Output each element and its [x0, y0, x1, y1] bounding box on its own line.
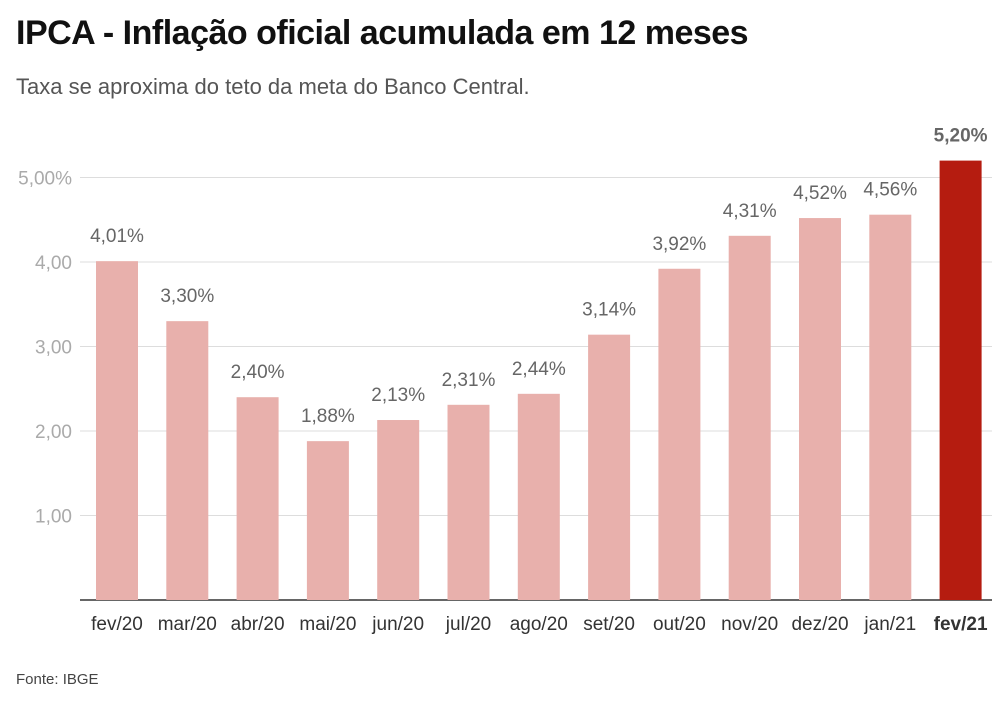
y-tick-label: 2,00	[35, 422, 72, 443]
bar	[166, 321, 209, 600]
y-tick-label: 4,00	[35, 253, 72, 274]
bar	[728, 235, 771, 600]
x-tick-label: nov/20	[721, 614, 778, 635]
x-tick-label: jan/21	[863, 614, 916, 635]
y-tick-label: 3,00	[35, 338, 72, 359]
chart-subtitle: Taxa se aproxima do teto da meta do Banc…	[16, 74, 530, 99]
x-tick-label: jul/20	[445, 614, 491, 635]
x-tick-label: mar/20	[158, 614, 217, 635]
bar	[236, 397, 279, 600]
data-label: 2,13%	[371, 385, 425, 406]
x-tick-label: fev/20	[91, 614, 143, 635]
x-tick-label: out/20	[653, 614, 706, 635]
bar	[517, 393, 560, 600]
data-label: 4,31%	[723, 201, 777, 222]
chart-title: IPCA - Inflação oficial acumulada em 12 …	[16, 14, 749, 52]
data-label: 3,30%	[160, 286, 214, 307]
bar	[869, 214, 912, 600]
x-tick-label: set/20	[583, 614, 635, 635]
x-tick-label: mai/20	[299, 614, 356, 635]
y-tick-label: 5,00%	[18, 169, 72, 190]
x-tick-label: jun/20	[371, 614, 424, 635]
x-tick-label: abr/20	[231, 614, 285, 635]
bar	[939, 160, 982, 600]
data-label: 2,40%	[231, 362, 285, 383]
data-label: 5,20%	[934, 126, 988, 147]
x-tick-label: fev/21	[934, 614, 988, 635]
data-label: 3,14%	[582, 300, 636, 321]
source-note: Fonte: IBGE	[16, 671, 99, 688]
bar	[96, 261, 138, 600]
data-label: 4,01%	[90, 226, 144, 247]
bar	[658, 268, 701, 600]
bar	[588, 334, 631, 600]
data-label: 3,92%	[652, 234, 706, 255]
x-tick-label: dez/20	[791, 614, 848, 635]
data-label: 1,88%	[301, 406, 355, 427]
bar	[447, 404, 490, 600]
data-label: 2,44%	[512, 359, 566, 380]
data-label: 2,31%	[442, 370, 496, 391]
bar	[306, 441, 349, 600]
data-label: 4,52%	[793, 183, 847, 204]
y-tick-label: 1,00	[35, 507, 72, 528]
bar	[799, 218, 841, 600]
x-tick-label: ago/20	[510, 614, 568, 635]
bar	[377, 420, 420, 600]
data-label: 4,56%	[863, 180, 917, 201]
